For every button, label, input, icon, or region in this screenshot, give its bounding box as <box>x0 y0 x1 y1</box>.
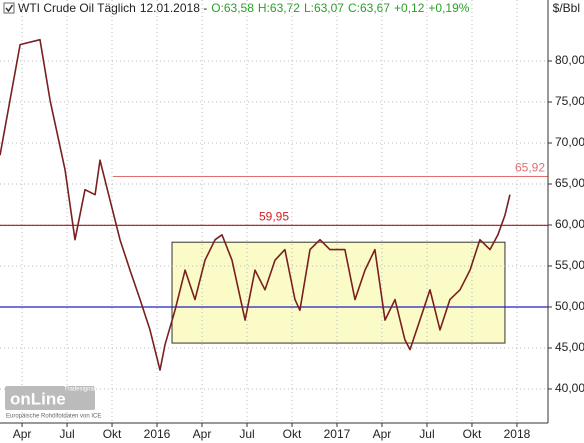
y-tick-label: 50,00 <box>555 299 584 313</box>
range-box <box>171 241 506 344</box>
x-tick-label: Jul <box>59 427 74 441</box>
checkmark <box>5 4 14 13</box>
x-tick-label: Okt <box>283 427 302 441</box>
x-tick-label: Apr <box>13 427 32 441</box>
x-tick-label: 2018 <box>504 427 531 441</box>
x-tick-label: 2016 <box>144 427 171 441</box>
title-part: +0,19% <box>428 1 469 15</box>
logo-sub: Tradesignal <box>64 387 95 393</box>
x-tick-label: Apr <box>373 427 392 441</box>
y-tick-label: 45,00 <box>555 340 584 354</box>
price-line <box>0 38 511 371</box>
y-tick-label: 80,00 <box>555 53 584 67</box>
title-part: L:63,07 <box>304 1 344 15</box>
y-tick-label: 40,00 <box>555 381 584 395</box>
title-part: +0,12 <box>394 1 425 15</box>
y-tick-label: 70,00 <box>555 135 584 149</box>
level-label: 59,95 <box>259 210 289 224</box>
unit-label: $/Bbl <box>553 1 580 15</box>
logo: onLine Tradesignal Europäische Rohölfotd… <box>5 386 101 420</box>
x-tick-label: Okt <box>103 427 122 441</box>
x-tick-label: 2017 <box>324 427 351 441</box>
x-tick-label: Okt <box>463 427 482 441</box>
title-part: WTI Crude Oil Täglich <box>18 1 136 15</box>
source-note: Europäische Rohölfotdaten von ICE <box>6 414 101 420</box>
level-label: 65,92 <box>515 161 545 175</box>
title-part: C:63,67 <box>348 1 390 15</box>
y-tick-label: 75,00 <box>555 94 584 108</box>
chart-title: WTI Crude Oil Täglich 12.01.2018 - O:63,58… <box>18 1 470 15</box>
y-tick-label: 55,00 <box>555 258 584 272</box>
x-tick-label: Jul <box>239 427 254 441</box>
title-part: H:63,72 <box>258 1 300 15</box>
checkbox[interactable] <box>3 2 15 14</box>
logo-box <box>5 386 95 410</box>
title-part: O:63,58 <box>211 1 254 15</box>
title-part: 12.01.2018 - <box>140 1 207 15</box>
logo-text: onLine <box>10 389 66 408</box>
y-tick-label: 60,00 <box>555 217 584 231</box>
y-tick-label: 65,00 <box>555 176 584 190</box>
x-tick-label: Jul <box>419 427 434 441</box>
x-tick-label: Apr <box>193 427 212 441</box>
